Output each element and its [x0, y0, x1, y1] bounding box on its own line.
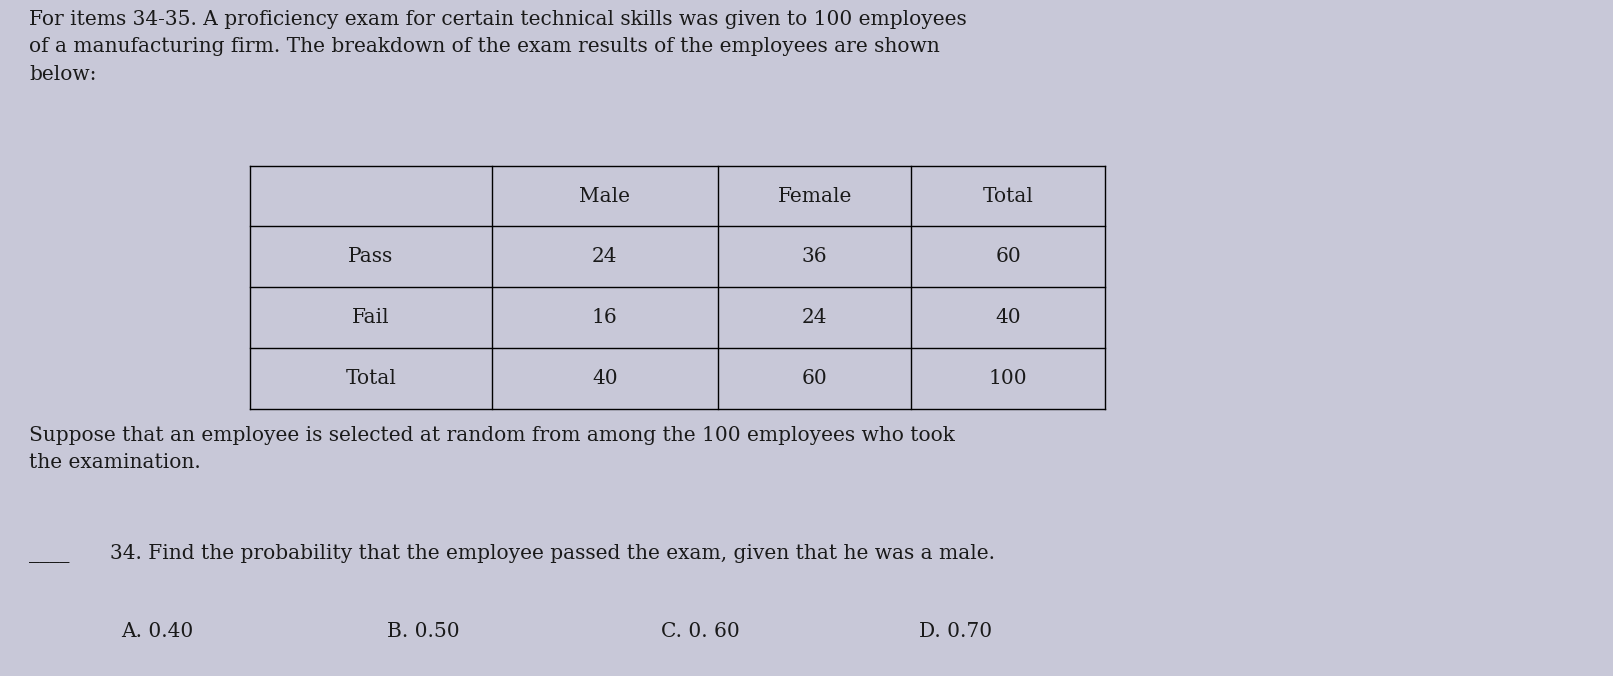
Text: 24: 24	[592, 247, 618, 266]
Text: Male: Male	[579, 187, 631, 206]
Text: Fail: Fail	[352, 308, 390, 327]
Text: For items 34-35. A proficiency exam for certain technical skills was given to 10: For items 34-35. A proficiency exam for …	[29, 10, 966, 84]
Text: 60: 60	[802, 369, 827, 388]
Text: 36: 36	[802, 247, 827, 266]
Text: Pass: Pass	[348, 247, 394, 266]
Text: Female: Female	[777, 187, 852, 206]
Text: C. 0. 60: C. 0. 60	[661, 622, 740, 641]
Text: 100: 100	[989, 369, 1027, 388]
Text: 16: 16	[592, 308, 618, 327]
Text: 60: 60	[995, 247, 1021, 266]
Text: Total: Total	[982, 187, 1034, 206]
Text: B. 0.50: B. 0.50	[387, 622, 460, 641]
Text: A. 0.40: A. 0.40	[121, 622, 194, 641]
Text: 40: 40	[592, 369, 618, 388]
Text: 24: 24	[802, 308, 827, 327]
Text: Suppose that an employee is selected at random from among the 100 employees who : Suppose that an employee is selected at …	[29, 426, 955, 472]
Text: Total: Total	[345, 369, 397, 388]
Text: D. 0.70: D. 0.70	[919, 622, 992, 641]
Text: 40: 40	[995, 308, 1021, 327]
Text: 34. Find the probability that the employee passed the exam, given that he was a : 34. Find the probability that the employ…	[110, 544, 995, 563]
Text: ____: ____	[29, 544, 69, 563]
